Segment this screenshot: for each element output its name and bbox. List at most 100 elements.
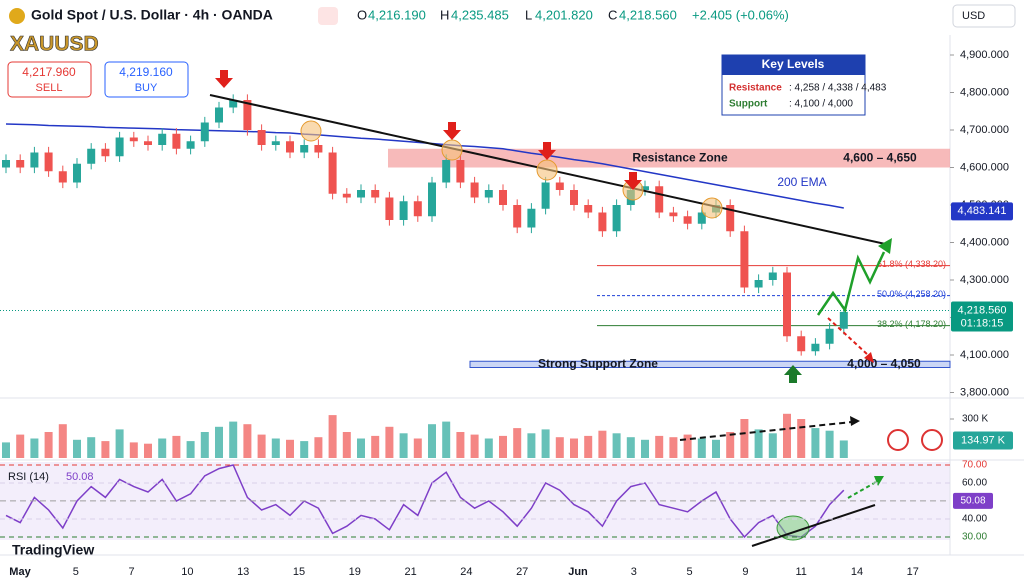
rsi-tick-label: 40.00 [962, 514, 987, 525]
candle-body [2, 160, 10, 168]
key-level-values: : 4,100 / 4,000 [789, 99, 853, 110]
sell-label[interactable]: SELL [36, 82, 63, 94]
candle-body [357, 190, 365, 198]
candle-body [484, 190, 493, 198]
key-levels-title: Key Levels [762, 57, 825, 71]
volume-bar [413, 438, 422, 458]
candle-body [669, 212, 678, 217]
candle-body [243, 100, 252, 130]
volume-bar [811, 428, 820, 458]
flag-icon [921, 429, 943, 451]
currency[interactable]: USD [962, 10, 985, 22]
volume-bar [385, 426, 394, 458]
down-arrows [215, 70, 642, 190]
candle-body [740, 231, 749, 288]
candle-body [314, 145, 323, 153]
zone-name: Resistance Zone [632, 150, 728, 164]
candle-body [598, 212, 607, 232]
zone-name: Strong Support Zone [538, 357, 658, 371]
symbol-icon [9, 8, 25, 24]
x-tick-label: 21 [404, 566, 416, 578]
candle-body [328, 152, 337, 194]
ohlc-key: O [357, 7, 367, 22]
candle-body [286, 141, 294, 153]
rsi-arrowhead [874, 476, 884, 486]
price-label: 4,218.560 [958, 304, 1007, 316]
rsi-name: RSI (14) [8, 471, 49, 483]
key-level-values: : 4,258 / 4,338 / 4,483 [789, 83, 887, 94]
volume-bar [399, 433, 408, 458]
volume-bar [456, 432, 465, 458]
candle-body [442, 160, 451, 183]
candle-body [726, 205, 735, 232]
buy-button[interactable] [104, 61, 189, 98]
candle-body [342, 193, 351, 198]
volume-bar [513, 428, 522, 458]
candle-body [399, 201, 408, 220]
flags [887, 429, 943, 451]
volume-bar [626, 437, 635, 458]
candle-body [200, 122, 209, 142]
candle-body [570, 190, 578, 205]
volume-bar [428, 424, 436, 458]
volume-bar [669, 437, 678, 458]
rsi-line [5, 464, 845, 539]
sell-price[interactable]: 4,217.960 [22, 65, 76, 79]
ema-name: 200 EMA [777, 175, 826, 189]
ohlc-key: L [525, 7, 532, 22]
x-tick-label: 5 [687, 566, 693, 578]
volume-bar [58, 424, 67, 458]
watermark: TradingView [12, 542, 94, 558]
currency-button[interactable] [952, 4, 1016, 28]
candle-body [797, 336, 806, 352]
key-level-name: Resistance [729, 83, 782, 94]
x-tick-label: 13 [237, 566, 249, 578]
rsi-value: 50.08 [66, 471, 94, 483]
volume-bar [342, 432, 351, 458]
x-tick-label: May [9, 566, 31, 578]
candle-body [754, 280, 763, 288]
buy-price[interactable]: 4,219.160 [119, 65, 173, 79]
volume-bar [30, 438, 39, 458]
x-tick-label: Jun [568, 566, 588, 578]
volume-bar [371, 435, 380, 458]
candle-body [783, 272, 791, 337]
sell-button[interactable] [7, 61, 92, 98]
key-levels-header [722, 55, 865, 75]
ohlc-value: 4,201.820 [535, 7, 593, 22]
volume-bar [16, 434, 25, 458]
candle-body [413, 201, 422, 217]
volume-bar [783, 413, 791, 458]
zone [469, 360, 951, 368]
volume-bar [200, 432, 209, 458]
volume-bar [570, 438, 578, 458]
volume-arrowhead [850, 416, 860, 426]
menu-icon [318, 7, 338, 25]
candle-body [172, 133, 181, 149]
y-tick-label: 4,700.000 [960, 124, 1009, 136]
key-level-name: Support [729, 99, 768, 110]
down-arrow [443, 122, 461, 140]
rsi-projection [847, 481, 877, 499]
y-tick-label: 4,300.000 [960, 274, 1009, 286]
volume-bar [641, 439, 649, 458]
candle-body [527, 208, 536, 228]
x-tick-label: 14 [851, 566, 863, 578]
down-arrow [215, 70, 233, 88]
volume-bar [129, 442, 138, 458]
candle-body [584, 205, 593, 213]
volume-bar [726, 432, 735, 458]
ohlc-value: 4,218.560 [619, 7, 677, 22]
ohlc-value: 4,235.485 [451, 7, 509, 22]
candle-body [683, 216, 692, 224]
buy-label[interactable]: BUY [135, 82, 158, 94]
y-tick-label: 4,100.000 [960, 349, 1009, 361]
volume-bar [797, 419, 806, 458]
candle-body [768, 272, 777, 280]
candle-body [215, 107, 223, 123]
volume-bar [697, 438, 706, 458]
fib-label: 61.8% (4,338.20) [877, 259, 946, 269]
candle-body [115, 137, 124, 157]
zone-label: 4,000 – 4,050 [847, 357, 921, 371]
candle-body [456, 160, 465, 183]
